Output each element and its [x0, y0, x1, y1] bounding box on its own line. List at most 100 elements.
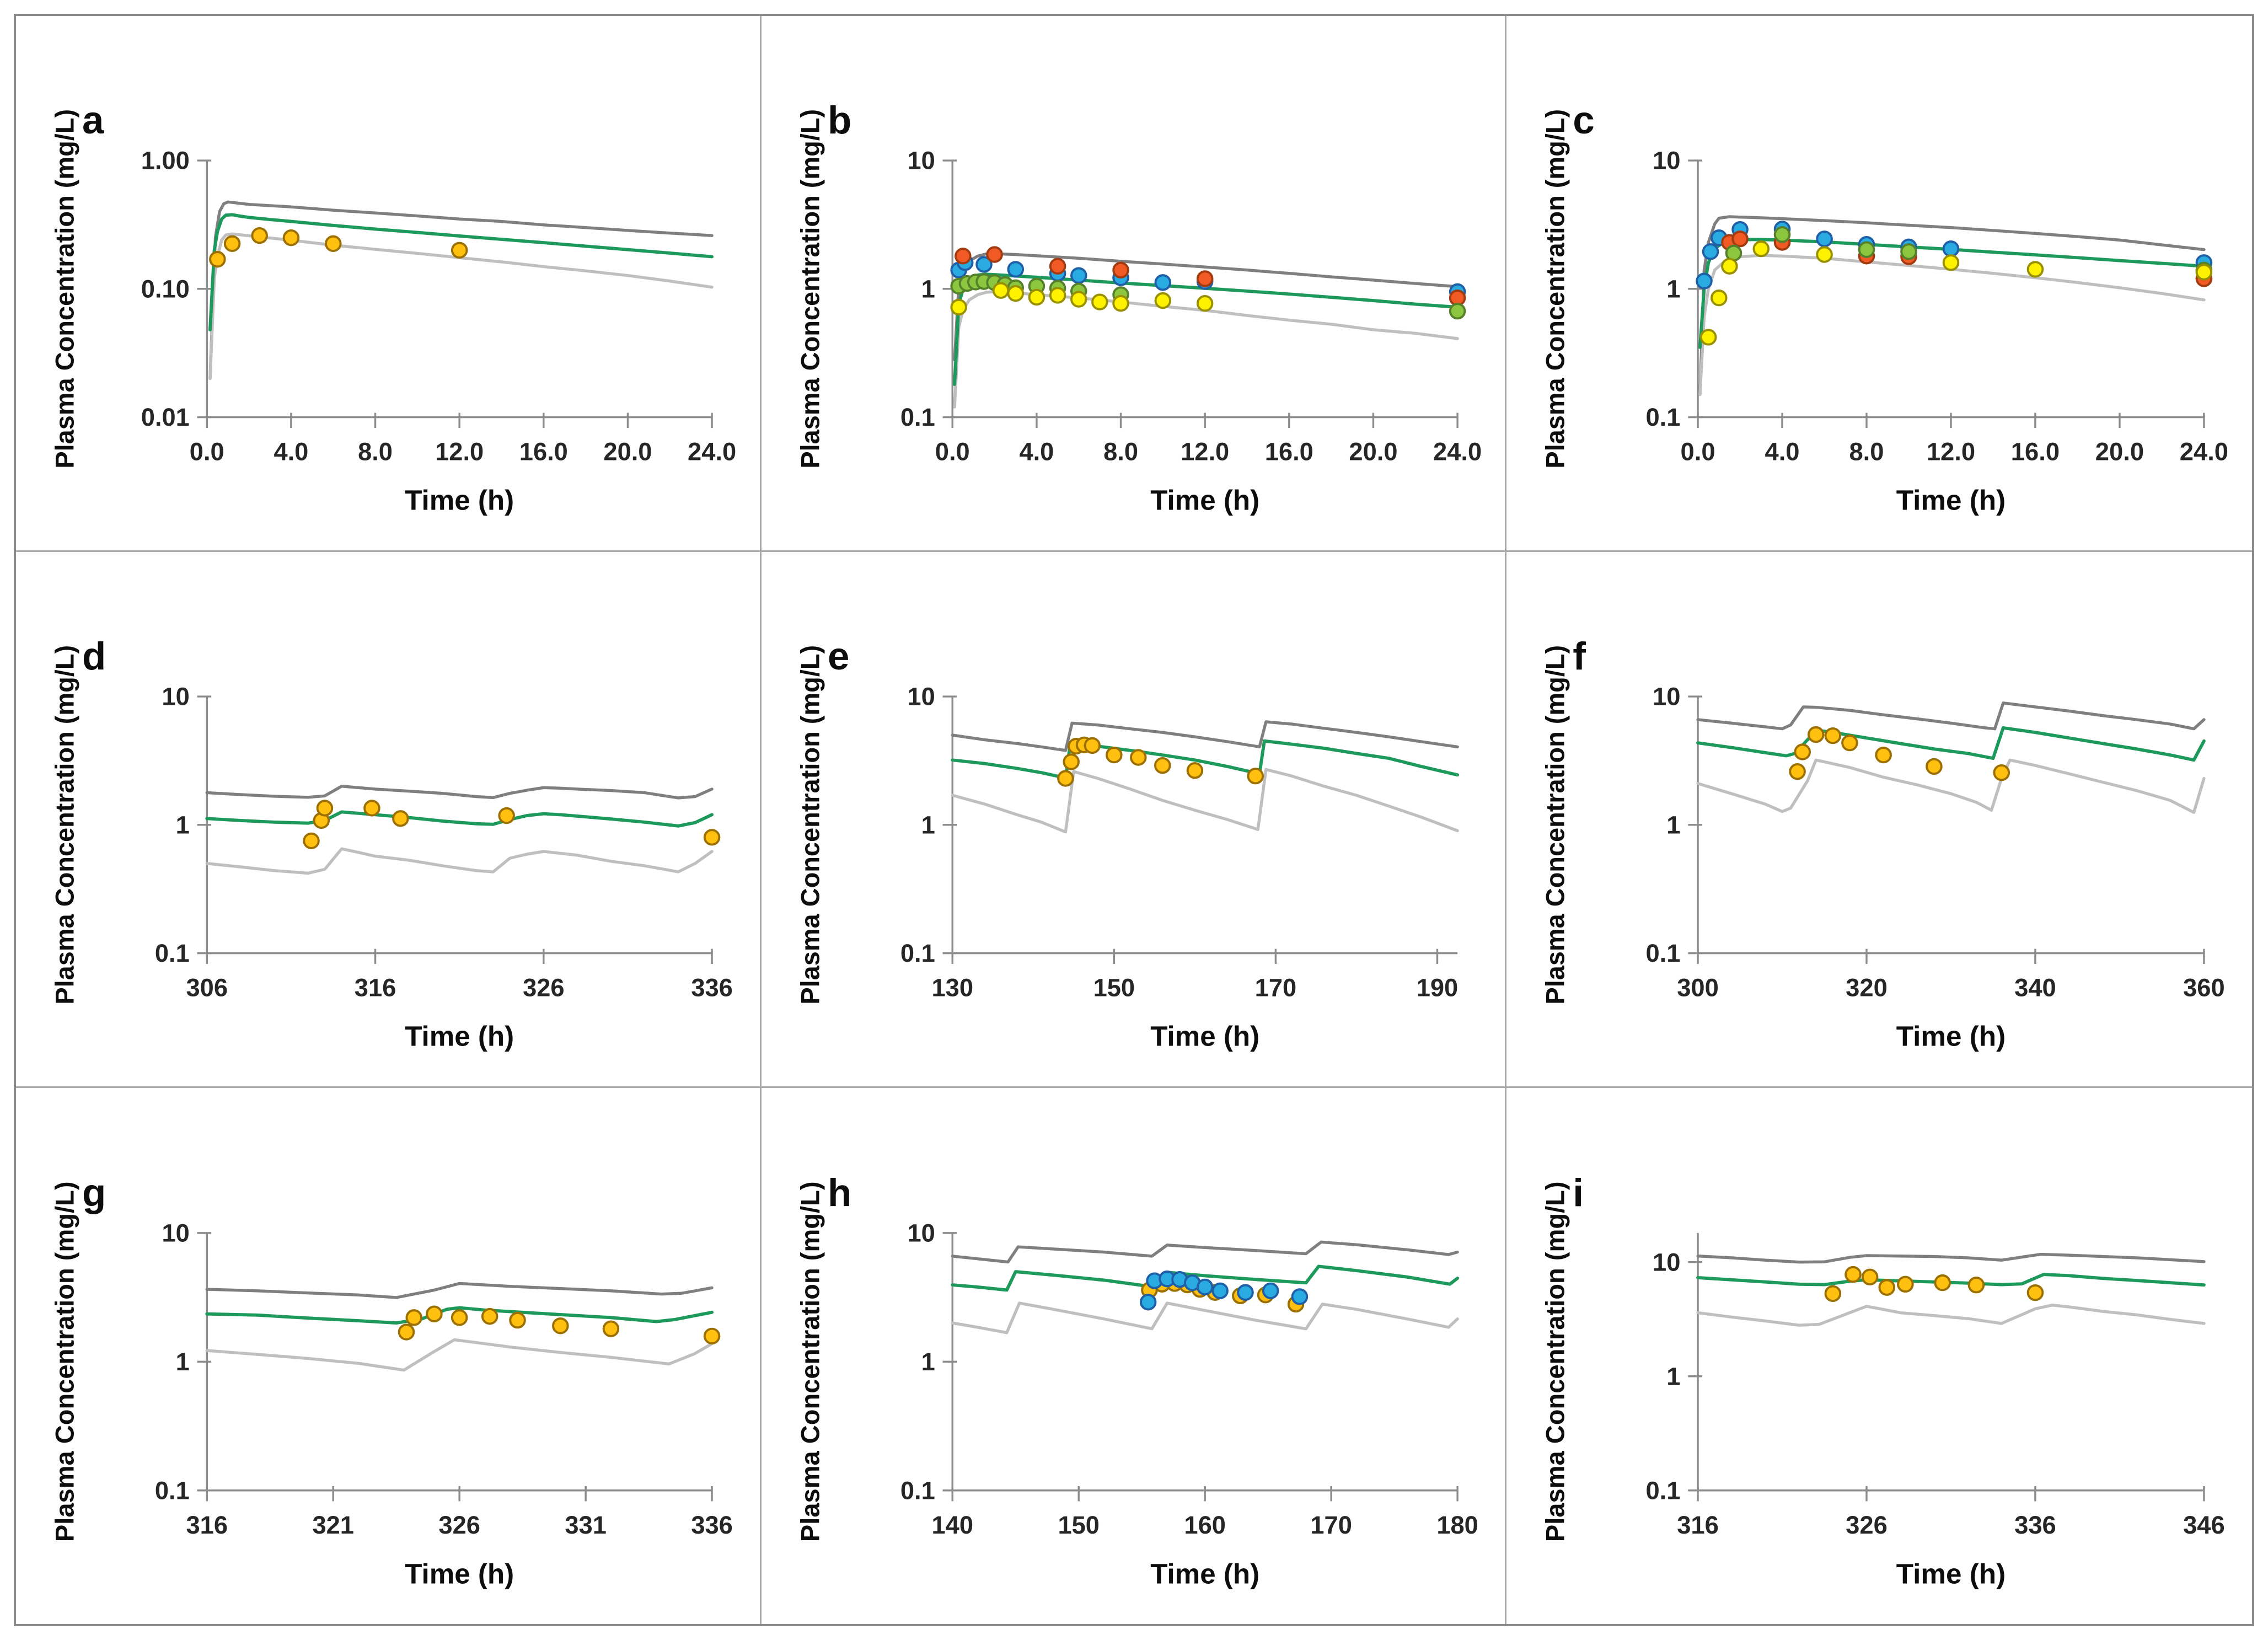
- y-axis-title: Plasma Concentration (mg/L): [50, 645, 79, 1005]
- observed-amber-point: [1247, 768, 1264, 785]
- observed-yellow-point: [2027, 261, 2044, 278]
- observed-amber-point: [405, 1309, 422, 1326]
- observed-green-point: [1858, 241, 1875, 258]
- observed-blue-point: [1139, 1294, 1157, 1311]
- observed-amber-point: [1794, 743, 1811, 760]
- observed-amber-point: [251, 227, 268, 244]
- observed-amber-point: [509, 1311, 526, 1329]
- upper-percentile-line: [1698, 215, 2206, 396]
- observed-green-point: [1774, 226, 1791, 243]
- x-tick-label: 16.0: [1264, 438, 1313, 466]
- observed-amber-point: [1808, 726, 1825, 743]
- observed-amber-point: [602, 1320, 620, 1337]
- observed-amber-point: [552, 1317, 569, 1334]
- observed-amber-point: [392, 810, 409, 827]
- upper-percentile-line: [208, 200, 714, 380]
- panel-cell-i: 10 1 0.1 316 326 336 346 i Time (h) Plasma Concen…: [1506, 1088, 2252, 1624]
- observed-amber-point: [1824, 727, 1842, 744]
- figure: 1.00 0.10 0.01 0.0 4.0 8.0 12.0 16.0 20.0 24.0 a Ti…: [14, 14, 2254, 1626]
- y-tick-label: 0.1: [1646, 939, 1681, 967]
- x-tick-label: 316: [1677, 1511, 1719, 1539]
- y-tick-label: 10: [162, 683, 189, 711]
- x-tick-label: 300: [1677, 974, 1719, 1002]
- y-tick-label: 0.1: [1646, 1477, 1681, 1505]
- observed-blue-point: [1196, 1278, 1214, 1296]
- x-tick-label: 24.0: [688, 438, 736, 466]
- panel-cell-d: 10 1 0.1 306 316 326 336 d Time (h) Plasma Concen…: [16, 552, 762, 1088]
- y-tick-label: 1: [1667, 1363, 1681, 1391]
- panel-label-g: g: [82, 1171, 106, 1214]
- observed-amber-point: [481, 1307, 498, 1325]
- observed-amber-point: [703, 829, 721, 846]
- x-tick-label: 150: [1093, 974, 1134, 1002]
- median-prediction-line: [205, 810, 714, 828]
- observed-yellow-point: [1154, 292, 1171, 309]
- x-tick-label: 12.0: [1181, 438, 1229, 466]
- lower-percentile-line: [951, 768, 1459, 834]
- x-tick-label: 8.0: [1849, 438, 1884, 466]
- x-tick-label: 16.0: [2011, 438, 2060, 466]
- x-axis-title: Time (h): [1150, 1021, 1259, 1052]
- observed-blue-point: [1154, 274, 1171, 291]
- observed-yellow-point: [2195, 264, 2213, 281]
- x-tick-label: 321: [312, 1511, 353, 1539]
- observed-green-point: [1900, 243, 1918, 260]
- observed-amber-point: [1824, 1285, 1842, 1303]
- observed-amber-point: [1063, 753, 1080, 770]
- panel-d-chart: 10 1 0.1 306 316 326 336 d Time (h) Plasma Concen…: [50, 634, 733, 1052]
- y-tick-label: 0.1: [155, 1476, 190, 1504]
- lower-percentile-line: [951, 1301, 1459, 1334]
- x-axis-title: Time (h): [1896, 1021, 2006, 1052]
- upper-percentile-line: [951, 720, 1459, 752]
- panel-cell-f: 10 1 0.1 300 320 340 360 f Time (h) Plasma Concen…: [1506, 552, 2252, 1088]
- x-tick-label: 170: [1310, 1511, 1352, 1539]
- observed-amber-point: [2027, 1284, 2044, 1301]
- observed-amber-point: [1186, 762, 1203, 779]
- lower-percentile-line: [205, 1338, 714, 1372]
- observed-blue-point: [1291, 1288, 1308, 1305]
- observed-amber-point: [282, 229, 300, 246]
- median-prediction-line: [1696, 726, 2206, 762]
- panel-label-i: i: [1573, 1171, 1584, 1215]
- y-tick-label: 0.01: [141, 403, 190, 431]
- panel-cell-c: 10 1 0.1 0.0 4.0 8.0 12.0 16.0 20.0 24.0 c Time (h)…: [1506, 16, 2252, 552]
- panel-cell-b: 10 1 0.1 0.0 4.0 8.0 12.0 16.0 20.0 24.0 b Time (h)…: [761, 16, 1507, 552]
- y-axis-title: Plasma Concentration (mg/L): [795, 1181, 824, 1542]
- observed-amber-point: [325, 235, 342, 252]
- observed-amber-point: [1129, 749, 1147, 766]
- observed-yellow-point: [1112, 295, 1129, 312]
- median-prediction-line: [1696, 1273, 2206, 1287]
- x-tick-label: 12.0: [435, 438, 484, 466]
- x-tick-label: 130: [931, 974, 973, 1002]
- panel-label-c: c: [1573, 98, 1595, 142]
- y-tick-label: 0.1: [900, 1476, 935, 1504]
- observed-amber-point: [1926, 758, 1943, 775]
- y-tick-label: 1.00: [141, 147, 190, 175]
- x-tick-label: 326: [1846, 1511, 1888, 1539]
- x-tick-label: 24.0: [2180, 438, 2228, 466]
- observed-amber-point: [1841, 734, 1859, 752]
- panel-a-chart: 1.00 0.10 0.010.0 4.0 8.0 12.0 16.0 20.0 24.0 a Ti…: [50, 98, 736, 516]
- panel-cell-a: 1.00 0.10 0.01 0.0 4.0 8.0 12.0 16.0 20.0 24.0 a Ti…: [16, 16, 762, 552]
- x-tick-label: 336: [691, 1511, 732, 1539]
- panel-label-h: h: [828, 1171, 851, 1214]
- upper-percentile-line: [1696, 701, 2206, 731]
- x-tick-label: 180: [1436, 1511, 1478, 1539]
- observed-yellow-point: [950, 298, 967, 316]
- y-tick-label: 0.1: [900, 939, 935, 967]
- panel-f-chart: 10 1 0.1 300 320 340 360 f Time (h) Plasma Concen…: [1541, 634, 2225, 1052]
- x-tick-label: 20.0: [603, 438, 652, 466]
- observed-yellow-point: [1028, 288, 1045, 306]
- x-tick-label: 16.0: [519, 438, 568, 466]
- observed-amber-point: [451, 242, 468, 259]
- observed-amber-point: [1154, 757, 1171, 774]
- panel-g-chart: 10 1 0.1 316 321 326 331 336 g Time (h) Plasma Con…: [50, 1171, 733, 1590]
- x-tick-label: 24.0: [1433, 438, 1482, 466]
- observed-red-point: [1196, 270, 1214, 287]
- x-tick-label: 20.0: [1349, 438, 1397, 466]
- x-axis-title: Time (h): [405, 1021, 514, 1052]
- x-tick-label: 170: [1254, 974, 1296, 1002]
- y-tick-label: 0.1: [900, 403, 935, 431]
- x-tick-label: 346: [2183, 1511, 2225, 1539]
- observed-amber-point: [223, 235, 241, 252]
